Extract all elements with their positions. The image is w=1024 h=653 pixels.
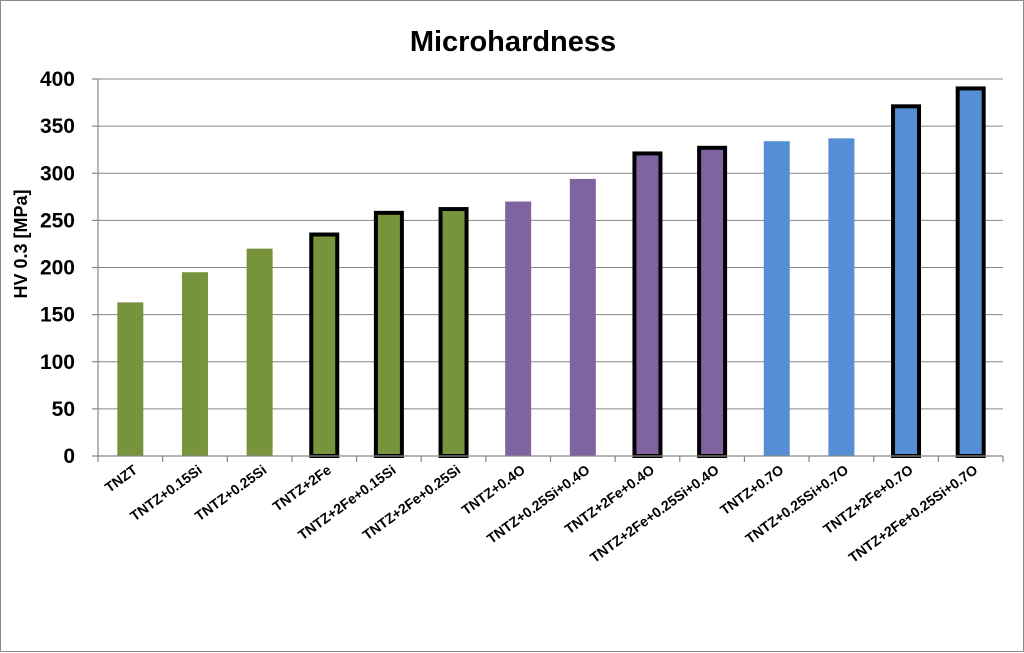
- bar: [697, 145, 728, 459]
- gridlines: [92, 78, 1004, 462]
- bar: [828, 138, 855, 456]
- y-tick-label: 250: [40, 209, 75, 232]
- chart-title: Microhardness: [410, 26, 616, 58]
- x-tick-label: TNZT: [102, 461, 141, 495]
- bar: [373, 210, 404, 458]
- y-tick-label: 300: [40, 162, 75, 185]
- bar: [632, 151, 663, 459]
- bar: [181, 272, 208, 456]
- bar: [569, 178, 596, 456]
- y-tick-label: 100: [40, 351, 75, 374]
- bars: [117, 86, 986, 459]
- bar: [955, 86, 986, 459]
- y-tick-label: 150: [40, 304, 75, 327]
- y-tick-label: 0: [63, 445, 75, 468]
- y-tick-labels: 0 50 100 150 200 250 300 350 400: [40, 68, 75, 468]
- bar: [505, 201, 532, 456]
- x-tick-label: TNTZ+2Fe+0.25Si+0.4O: [587, 461, 722, 565]
- bar: [763, 141, 790, 456]
- bar: [891, 104, 922, 459]
- bar: [117, 302, 144, 456]
- bar: [309, 232, 340, 458]
- y-tick-label: 400: [40, 68, 75, 91]
- y-tick-label: 350: [40, 115, 75, 138]
- bar: [438, 207, 469, 458]
- x-tick-label: TNTZ+0.25Si: [192, 461, 270, 524]
- x-tick-label: TNTZ+2Fe: [270, 461, 335, 514]
- y-tick-label: 50: [52, 398, 75, 421]
- x-tick-label: TNTZ+2Fe+0.25Si+0.7O: [845, 461, 980, 565]
- bar: [246, 248, 273, 456]
- y-axis-label: HV 0.3 [MPa]: [11, 189, 31, 298]
- y-tick-label: 200: [40, 257, 75, 280]
